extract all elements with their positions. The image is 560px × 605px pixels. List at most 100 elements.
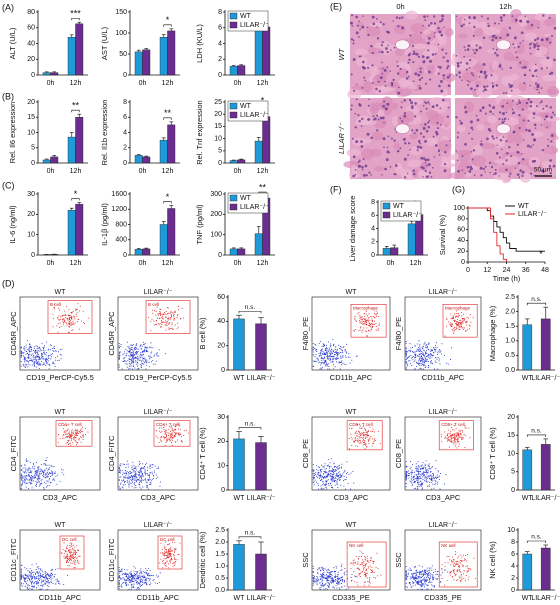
event-dot: [424, 463, 426, 465]
event-dot: [435, 348, 437, 350]
nucleus: [415, 128, 419, 132]
y-tick-label: 5: [511, 469, 515, 476]
event-dot: [325, 364, 327, 366]
nucleus: [437, 127, 440, 130]
significance-label: **: [259, 182, 267, 192]
event-dot: [48, 355, 50, 356]
event-dot: [129, 351, 131, 353]
event-dot: [360, 435, 362, 437]
event-dot: [345, 356, 347, 358]
bar: [233, 544, 245, 591]
y-tick-label: 5: [31, 145, 35, 152]
tissue-patch: [503, 155, 520, 166]
y-axis-label: AST (U/L): [100, 26, 109, 60]
tissue-patch: [410, 23, 426, 33]
nucleus: [424, 169, 427, 173]
y-tick-label: 8: [371, 199, 375, 206]
nucleus: [517, 45, 520, 49]
event-dot: [33, 356, 35, 358]
event-dot: [416, 479, 418, 481]
event-dot: [326, 472, 327, 474]
nucleus: [441, 18, 444, 21]
nucleus: [412, 52, 415, 56]
event-dot: [323, 344, 325, 346]
event-dot: [42, 471, 44, 473]
event-dot: [34, 477, 36, 479]
event-dot: [70, 319, 72, 321]
event-dot: [459, 433, 461, 435]
event-dot: [128, 359, 130, 360]
nucleus: [437, 26, 440, 30]
event-dot: [38, 361, 40, 363]
event-dot: [28, 576, 30, 578]
event-dot: [330, 343, 331, 345]
nucleus: [447, 84, 451, 88]
event-dot: [134, 474, 136, 476]
nucleus: [386, 146, 389, 149]
event-dot: [36, 484, 38, 486]
event-dot: [76, 442, 78, 444]
event-dot: [38, 475, 40, 477]
bar: [254, 233, 263, 256]
error-bar: [136, 154, 141, 156]
event-dot: [372, 428, 374, 430]
event-dot: [46, 341, 48, 343]
event-dot: [464, 447, 466, 448]
tissue-patch: [393, 141, 400, 150]
event-dot: [46, 357, 48, 359]
event-dot: [28, 578, 30, 580]
event-dot: [453, 319, 455, 321]
event-dot: [408, 470, 410, 472]
event-dot: [36, 582, 38, 584]
nucleus: [542, 107, 545, 110]
event-dot: [424, 366, 426, 368]
legend-label: LILAR⁻/⁻: [518, 211, 547, 218]
event-dot: [32, 360, 34, 362]
event-dot: [35, 573, 36, 575]
event-dot: [27, 340, 29, 341]
event-dot: [143, 467, 145, 469]
event-dot: [59, 480, 61, 482]
event-dot: [55, 350, 57, 352]
event-dot: [33, 462, 35, 464]
event-dot: [360, 434, 362, 436]
event-dot: [450, 326, 452, 327]
event-dot: [37, 470, 39, 471]
event-dot: [25, 344, 27, 346]
flow-title: LILAR⁻/⁻: [429, 289, 458, 296]
event-dot: [136, 481, 137, 483]
event-dot: [82, 436, 84, 438]
event-dot: [41, 581, 43, 583]
event-dot: [49, 574, 51, 576]
event-dot: [43, 474, 45, 476]
event-dot: [71, 438, 73, 440]
event-dot: [378, 329, 380, 331]
event-dot: [73, 315, 75, 317]
nucleus: [460, 24, 464, 28]
event-dot: [148, 474, 150, 476]
event-dot: [424, 464, 426, 466]
tissue-patch: [482, 26, 499, 36]
event-dot: [120, 463, 122, 465]
event-dot: [463, 327, 465, 329]
event-dot: [432, 483, 434, 485]
nucleus: [403, 112, 407, 115]
event-dot: [469, 437, 471, 439]
nucleus: [352, 42, 355, 45]
event-dot: [183, 430, 185, 432]
event-dot: [48, 586, 50, 587]
event-dot: [361, 331, 363, 333]
nucleus: [505, 91, 508, 94]
event-dot: [373, 324, 375, 326]
event-dot: [438, 471, 440, 473]
event-dot: [164, 437, 166, 439]
event-dot: [52, 473, 54, 475]
event-dot: [423, 358, 425, 360]
event-dot: [66, 433, 68, 435]
nucleus: [489, 110, 492, 113]
event-dot: [140, 481, 142, 483]
event-dot: [22, 364, 24, 365]
event-dot: [31, 483, 33, 484]
nucleus: [389, 166, 392, 168]
event-dot: [460, 429, 462, 431]
